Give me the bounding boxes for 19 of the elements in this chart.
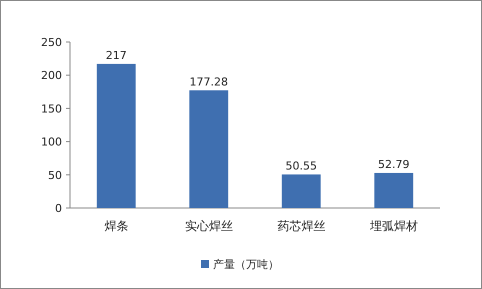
x-tick-label: 实心焊丝 <box>184 219 233 233</box>
y-tick-label: 200 <box>41 69 62 82</box>
data-label: 217 <box>106 48 127 62</box>
y-tick-label: 0 <box>55 202 62 215</box>
bar <box>374 172 414 208</box>
bar <box>96 64 136 208</box>
data-label: 50.55 <box>286 159 317 172</box>
x-tick-label: 埋弧焊材 <box>368 219 418 233</box>
x-tick-label: 药芯焊丝 <box>277 219 326 233</box>
x-tick-label: 焊条 <box>104 219 128 233</box>
y-tick-label: 50 <box>48 168 62 182</box>
bar <box>189 90 228 208</box>
bar <box>282 174 321 208</box>
legend-label: 产量（万吨） <box>213 258 279 271</box>
y-tick-label: 100 <box>41 136 62 149</box>
y-tick-label: 250 <box>41 36 62 49</box>
data-label: 177.28 <box>190 75 228 88</box>
y-tick-label: 150 <box>41 102 62 116</box>
data-label: 52.79 <box>378 158 410 171</box>
